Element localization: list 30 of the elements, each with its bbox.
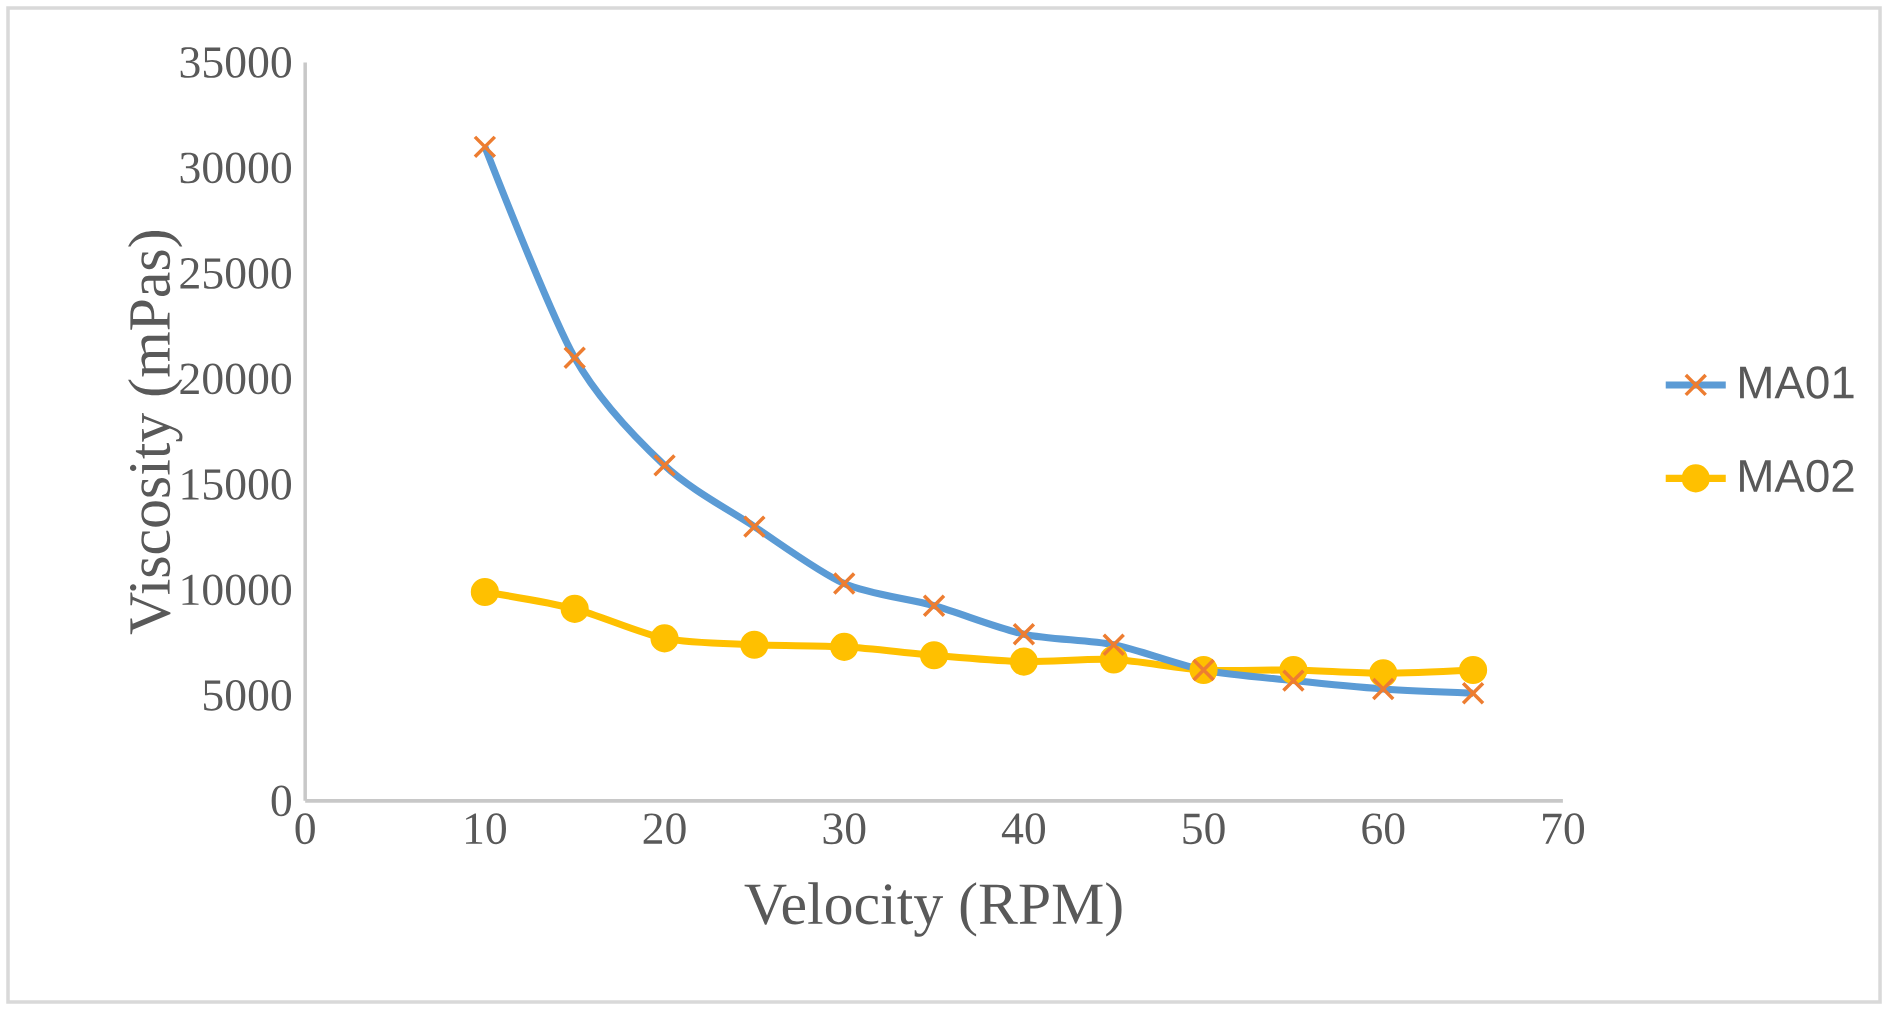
y-tick-label: 35000 — [180, 47, 292, 78]
y-tick-label: 15000 — [182, 468, 292, 500]
y-tick-label: 10000 — [182, 574, 292, 606]
y-tick-label: 0 — [271, 785, 292, 817]
point — [1369, 659, 1398, 688]
point — [650, 624, 679, 653]
y-tick-label: 5000 — [203, 679, 292, 711]
x-tick-label: 70 — [1543, 813, 1585, 845]
y-tick-label: 25000 — [180, 258, 292, 289]
point — [1009, 647, 1038, 676]
point — [740, 630, 769, 659]
point — [1099, 645, 1128, 674]
x-axis-title: Velocity (RPM) — [744, 882, 1122, 937]
x-tick-label: 20 — [643, 813, 686, 845]
y-tick-label: 30000 — [180, 152, 292, 184]
point — [470, 577, 499, 607]
x-tick-label: 10 — [466, 813, 506, 845]
point — [919, 641, 949, 670]
legend-label: MA02 — [1740, 459, 1854, 493]
x-tick-label: 0 — [295, 813, 315, 845]
x-tick-label: 30 — [823, 813, 866, 845]
x-tick-label: 50 — [1183, 813, 1225, 845]
point — [830, 632, 859, 661]
x-tick-label: 40 — [1001, 813, 1046, 845]
legend-label: MA01 — [1740, 366, 1854, 399]
point — [1459, 655, 1488, 685]
x-tick-label: 60 — [1362, 813, 1405, 845]
y-tick-label: 20000 — [180, 363, 292, 395]
point — [560, 594, 589, 623]
y-axis-title: Viscosity (mPas) — [128, 231, 183, 635]
